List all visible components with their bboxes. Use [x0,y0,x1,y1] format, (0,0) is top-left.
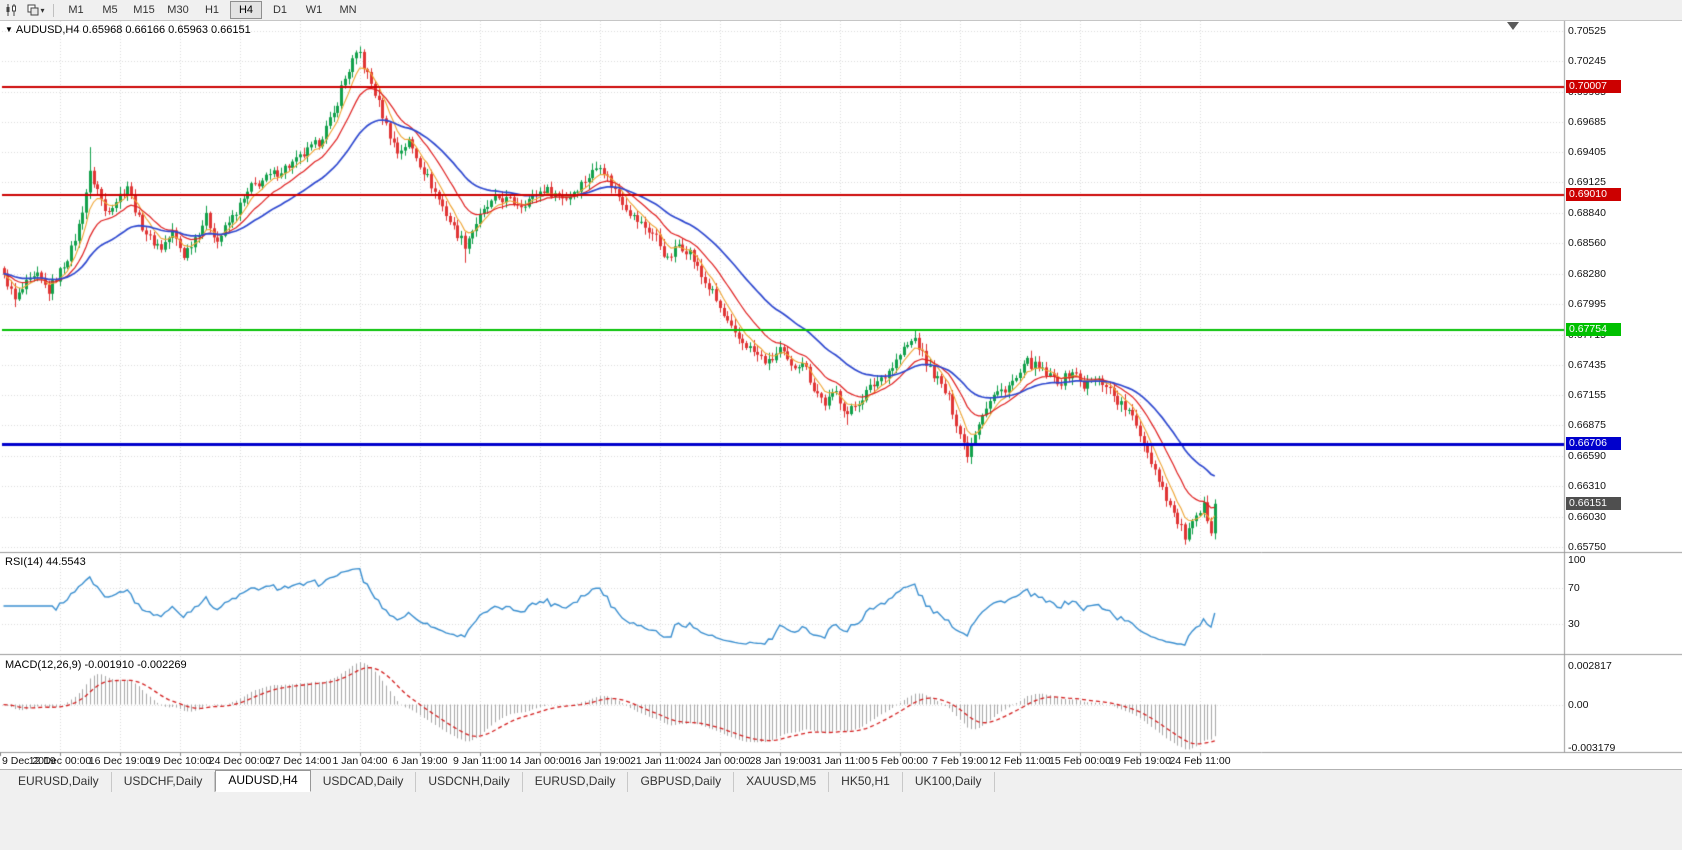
toolbar-separator [53,3,54,17]
price-axis-label: 0.69405 [1568,146,1606,159]
timeframe-button-m30[interactable]: M30 [167,4,189,16]
macd-scale-label: 0.002817 [1568,660,1612,672]
toolbar: ▾ M1 M5 M15 M30 H1 H4 D1 W1 MN [0,0,1682,21]
time-axis-label: 28 Jan 19:00 [749,755,811,767]
chart-template-dropdown-icon[interactable]: ▾ [24,1,48,19]
price-axis-label: 0.67995 [1568,298,1606,311]
price-axis-label: 0.66310 [1568,480,1606,493]
price-axis-label: 0.65750 [1568,540,1606,553]
time-axis-label: 24 Dec 00:00 [208,755,272,767]
price-axis-label: 0.70245 [1568,55,1606,68]
chart-tab-hk50-h1[interactable]: HK50,H1 [829,772,903,792]
time-axis-label: 7 Feb 19:00 [931,755,989,767]
price-line-badge: 0.66706 [1566,436,1621,450]
rsi-scale-label: 70 [1568,581,1580,594]
chart-tab-usdchf-daily[interactable]: USDCHF,Daily [112,772,216,792]
price-axis-label: 0.68560 [1568,237,1606,250]
price-axis-label: 0.70525 [1568,25,1606,37]
timeframe-button-mn[interactable]: MN [339,4,357,16]
candlestick-chart-icon[interactable] [0,1,24,19]
price-line-badge: 0.67754 [1566,323,1621,337]
price-axis-label: 0.69685 [1568,115,1606,128]
time-axis-label: 12 Dec 00:00 [28,755,92,767]
time-axis-label: 16 Jan 19:00 [569,755,631,767]
price-line-badge: 0.70007 [1566,79,1621,93]
chart-tab-usdcad-daily[interactable]: USDCAD,Daily [311,772,417,792]
macd-scale-label: 0.00 [1568,698,1589,711]
time-axis-label: 12 Feb 11:00 [989,755,1051,767]
chart-tab-gbpusd-daily[interactable]: GBPUSD,Daily [628,772,735,792]
time-axis-label: 5 Feb 00:00 [871,755,929,767]
price-axis-label: 0.68840 [1568,207,1606,220]
chart-tab-eurusd-daily[interactable]: EURUSD,Daily [6,772,112,792]
chart-tab-usdcnh-daily[interactable]: USDCNH,Daily [416,772,523,792]
price-axis-label: 0.67435 [1568,358,1606,371]
price-axis-label: 0.66030 [1568,510,1606,523]
time-axis-label: 16 Dec 19:00 [88,755,152,767]
price-axis-label: 0.69125 [1568,176,1606,189]
timeframe-button-m15[interactable]: M15 [133,4,155,16]
rsi-title: RSI(14) 44.5543 [5,556,86,568]
timeframe-button-m1[interactable]: M1 [68,4,84,16]
time-axis-label: 14 Jan 00:00 [509,755,571,767]
chart-ohlc-text: AUDUSD,H4 0.65968 0.66166 0.65963 0.6615… [15,24,251,36]
price-axis-label: 0.68280 [1568,267,1606,280]
time-axis-label: 24 Jan 00:00 [689,755,751,767]
chart-tab-uk100-daily[interactable]: UK100,Daily [903,772,995,792]
timeframe-buttons: M1 M5 M15 M30 H1 H4 D1 W1 MN [59,1,365,19]
timeframe-button-d1[interactable]: D1 [272,4,288,16]
chart-header: ▼ AUDUSD,H4 0.65968 0.66166 0.65963 0.661… [5,24,251,36]
chart-tab-eurusd-daily[interactable]: EURUSD,Daily [523,772,629,792]
chart-tab-xauusd-m5[interactable]: XAUUSD,M5 [734,772,830,792]
time-axis-label: 19 Feb 19:00 [1109,755,1171,767]
price-axis-label: 0.66875 [1568,419,1606,432]
time-axis-label: 19 Dec 10:00 [148,755,212,767]
rsi-scale-label: 30 [1568,618,1580,631]
last-price-badge: 0.66151 [1566,496,1621,510]
macd-scale-label: -0.003179 [1568,742,1616,754]
collapse-triangle-icon[interactable]: ▼ [5,25,13,34]
time-axis-label: 24 Feb 11:00 [1169,755,1231,767]
time-axis-label: 21 Jan 11:00 [630,755,690,767]
price-axis-label: 0.66590 [1568,450,1606,463]
timeframe-button-w1[interactable]: W1 [305,4,323,16]
time-axis-label: 9 Dec 2019 [2,755,56,767]
time-axis-label: 15 Feb 00:00 [1049,755,1111,767]
time-axis-label: 6 Jan 19:00 [392,755,448,767]
chart-tab-audusd-h4[interactable]: AUDUSD,H4 [215,770,311,792]
time-axis-label: 9 Jan 11:00 [452,755,508,767]
timeframe-button-m5[interactable]: M5 [102,4,118,16]
time-axis-label: 1 Jan 04:00 [332,755,388,767]
status-area [0,792,1682,850]
time-axis-label: 31 Jan 11:00 [810,755,870,767]
price-line-badge: 0.69010 [1566,187,1621,201]
time-axis-label: 27 Dec 14:00 [268,755,332,767]
macd-title: MACD(12,26,9) -0.001910 -0.002269 [5,659,187,671]
timeframe-button-h4[interactable]: H4 [230,1,262,19]
chevron-down-icon: ▾ [40,5,45,15]
chart-shift-marker-icon[interactable] [1507,22,1519,30]
rsi-scale-label: 100 [1568,554,1586,566]
chart-tabs: EURUSD,Daily USDCHF,Daily AUDUSD,H4 USDCAD,… [0,769,1682,792]
timeframe-button-h1[interactable]: H1 [204,4,220,16]
price-axis-label: 0.67155 [1568,389,1606,402]
